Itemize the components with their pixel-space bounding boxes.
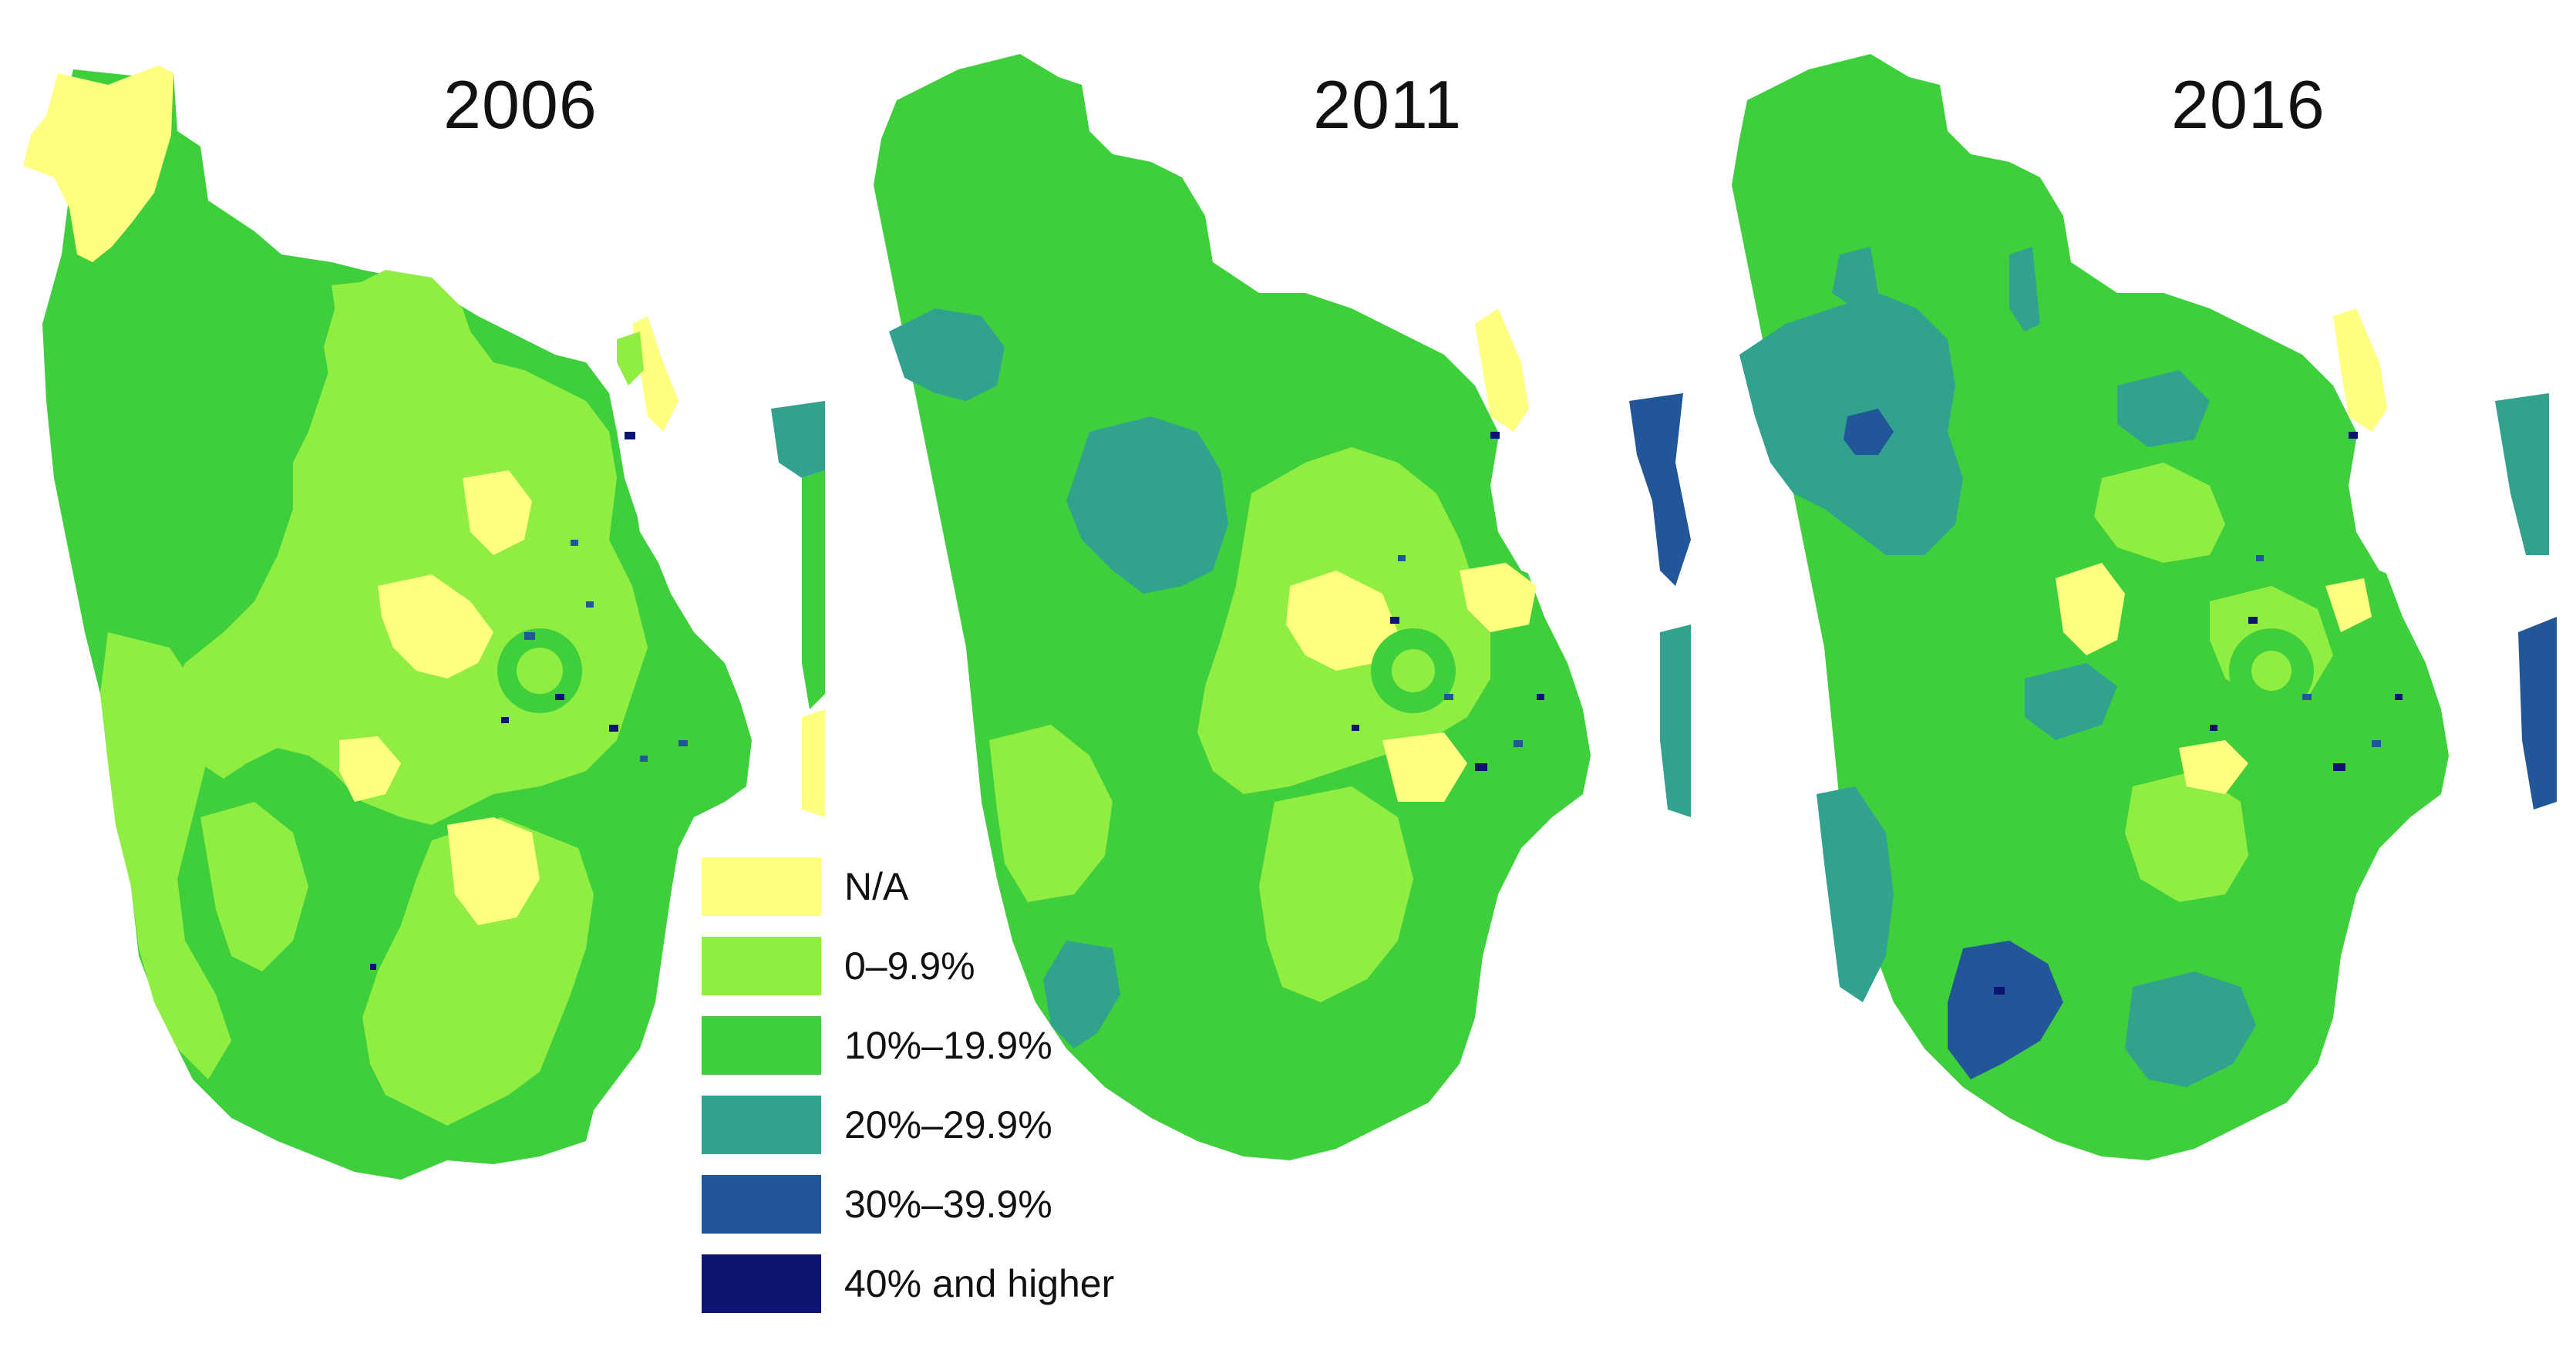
region-mid-central (2117, 370, 2210, 447)
legend-label-na: N/A (844, 865, 909, 908)
legend-swatch-na (702, 857, 821, 916)
region-na-east (1460, 563, 1537, 632)
urban-core (370, 432, 688, 970)
region-high-south (1948, 941, 2063, 1079)
bay-water (1490, 432, 1621, 586)
region-island-south (802, 709, 825, 817)
region-low-south (1259, 786, 1413, 1002)
bay-water (632, 432, 763, 586)
legend-label-20-29: 20%–29.9% (844, 1103, 1052, 1146)
region-mid-north (1832, 247, 1878, 308)
legend-swatch-0-9 (702, 937, 821, 995)
region-island-north (2495, 393, 2549, 555)
region-na-coast (1475, 308, 1529, 432)
year-label-2011: 2011 (1313, 66, 1463, 143)
region-mid-west-lobe (889, 308, 1005, 401)
region-island (2518, 617, 2557, 810)
legend-label-40-plus: 40% and higher (844, 1262, 1115, 1305)
region-mid-southwest (1043, 941, 1120, 1049)
region-na-northwest (23, 66, 173, 262)
region-na-central (2056, 563, 2125, 655)
legend-item-10-19: 10%–19.9% (702, 1016, 1052, 1075)
map-2006 (23, 66, 825, 1180)
region-na-south2 (339, 736, 401, 802)
region-na-east (2325, 578, 2372, 632)
region-island (1629, 393, 1691, 586)
region-island-mid (802, 470, 825, 709)
region-na-south (2179, 740, 2248, 794)
region-na-central (1286, 571, 1398, 671)
legend-swatch-30-39 (702, 1175, 821, 1234)
legend-item-0-9: 0–9.9% (702, 937, 975, 995)
region-na-south (1382, 732, 1467, 802)
legend: N/A 0–9.9% 10%–19.9% 20%–29.9% 30%–39.9%… (702, 857, 1164, 1320)
region-low-coast (617, 332, 644, 385)
region-low-northeast (324, 270, 478, 447)
legend-item-na: N/A (702, 857, 908, 916)
bay-water (2349, 432, 2480, 586)
map-panel-2011: 2011 (858, 0, 1716, 1350)
map-2011 (874, 54, 1691, 1160)
map-panel-2016: 2016 (1716, 0, 2574, 1350)
urban-core (1994, 432, 2403, 995)
legend-label-10-19: 10%–19.9% (844, 1024, 1052, 1067)
region-na-east (463, 470, 532, 555)
region-low-central (2094, 463, 2225, 563)
region-low-southwest (989, 725, 1113, 902)
region-mid-east (2025, 663, 2117, 740)
region-island (771, 401, 825, 478)
year-label-2016: 2016 (2171, 66, 2325, 143)
legend-swatch-40-plus (702, 1254, 821, 1313)
region-mid-southwest (1817, 786, 1894, 1002)
urban-core (1352, 432, 1544, 771)
region-na-central (378, 574, 493, 678)
legend-swatch-10-19 (702, 1016, 821, 1075)
region-low-south (362, 817, 594, 1126)
legend-label-30-39: 30%–39.9% (844, 1183, 1052, 1226)
region-mid-central-block (1066, 416, 1228, 594)
map-panel-2006: 2006 (0, 0, 858, 1350)
region-na-coast (2333, 308, 2387, 432)
legend-item-20-29: 20%–29.9% (702, 1096, 1052, 1154)
region-low-southwest (100, 632, 231, 1079)
region-mid-southeast (2125, 971, 2256, 1087)
legend-item-30-39: 30%–39.9% (702, 1175, 1052, 1234)
region-na-south (447, 817, 540, 925)
region-low-south (2125, 771, 2248, 902)
map-2016 (1732, 54, 2557, 1160)
year-label-2006: 2006 (443, 66, 598, 143)
region-na-coast (632, 316, 679, 432)
legend-item-40-plus: 40% and higher (702, 1254, 1114, 1313)
region-low-west-band (200, 802, 308, 971)
region-mid-north2 (2009, 247, 2040, 332)
region-island-south (1660, 625, 1691, 817)
legend-swatch-20-29 (702, 1096, 821, 1154)
region-high-west-inner (1844, 409, 1894, 455)
legend-label-0-9: 0–9.9% (844, 944, 975, 988)
